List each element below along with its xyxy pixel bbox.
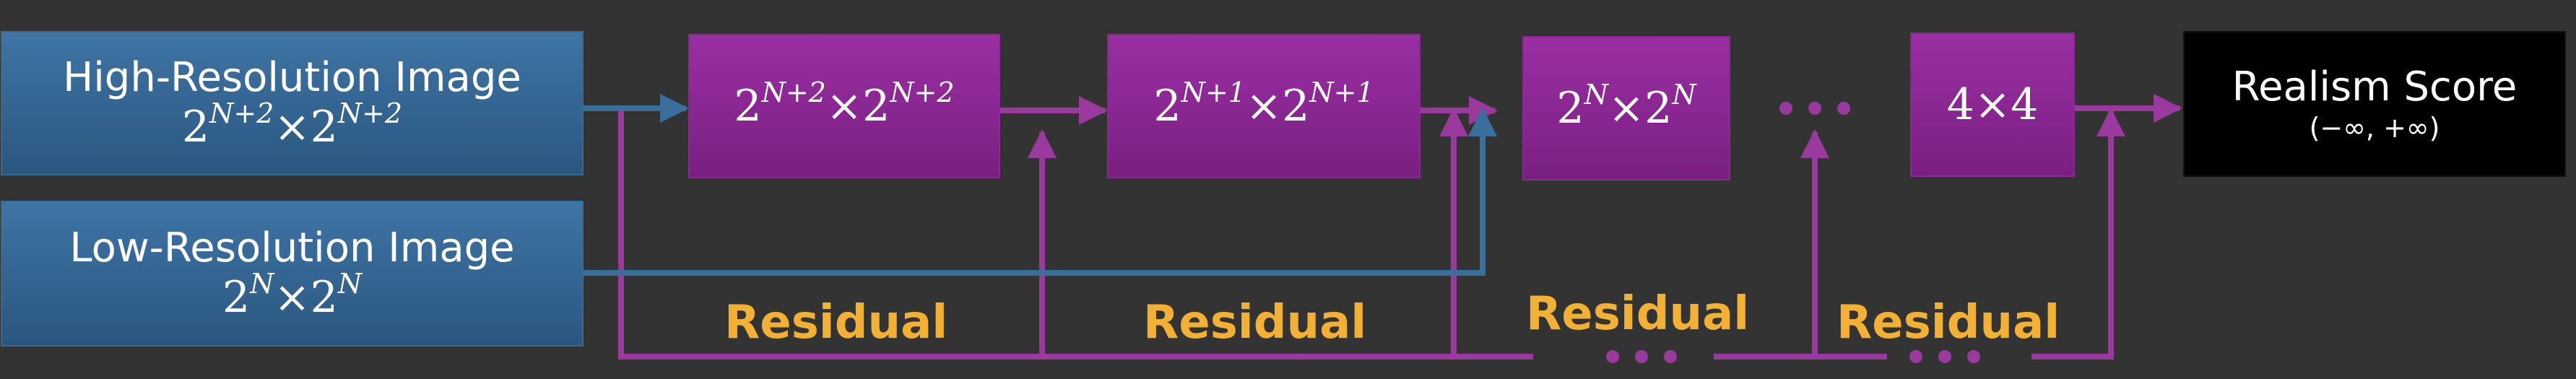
low-res-title: Low-Resolution Image — [69, 225, 515, 271]
residual-label-1: Residual — [724, 296, 948, 349]
residual-label-2: Residual — [1143, 296, 1367, 349]
arrow-lowres-to-stage3 — [584, 108, 1497, 276]
ellipsis-bus-left — [1606, 350, 1677, 363]
residual-label-4: Residual — [1836, 296, 2060, 349]
residual-bus-1 — [618, 108, 1057, 360]
high-res-title: High-Resolution Image — [63, 54, 521, 101]
stage-1-size: 2N+2×2N+2 — [734, 77, 955, 131]
residual-label-3: Residual — [1526, 287, 1750, 341]
high-res-input-box: High-Resolution Image 2N+2×2N+2 — [1, 31, 584, 175]
final-stage-size: 4×4 — [1946, 79, 2039, 130]
realism-score-range: (−∞, +∞) — [2309, 112, 2440, 144]
realism-score-title: Realism Score — [2232, 64, 2518, 110]
stage-2-size: 2N+1×2N+1 — [1153, 77, 1374, 131]
stage-1-box: 2N+2×2N+2 — [688, 34, 1000, 178]
low-res-input-box: Low-Resolution Image 2N×2N — [1, 201, 584, 347]
stage-3-box: 2N×2N — [1522, 36, 1730, 180]
residual-bus-6 — [2031, 108, 2125, 360]
final-stage-box: 4×4 — [1910, 32, 2075, 177]
ellipsis-top — [1779, 102, 1850, 115]
ellipsis-bus-right — [1909, 350, 1980, 363]
stage-3-size: 2N×2N — [1556, 79, 1696, 134]
stage-2-box: 2N+1×2N+1 — [1107, 34, 1421, 178]
high-res-size: 2N+2×2N+2 — [181, 97, 403, 152]
realism-score-box: Realism Score (−∞, +∞) — [2183, 31, 2566, 177]
low-res-size: 2N×2N — [222, 268, 363, 323]
